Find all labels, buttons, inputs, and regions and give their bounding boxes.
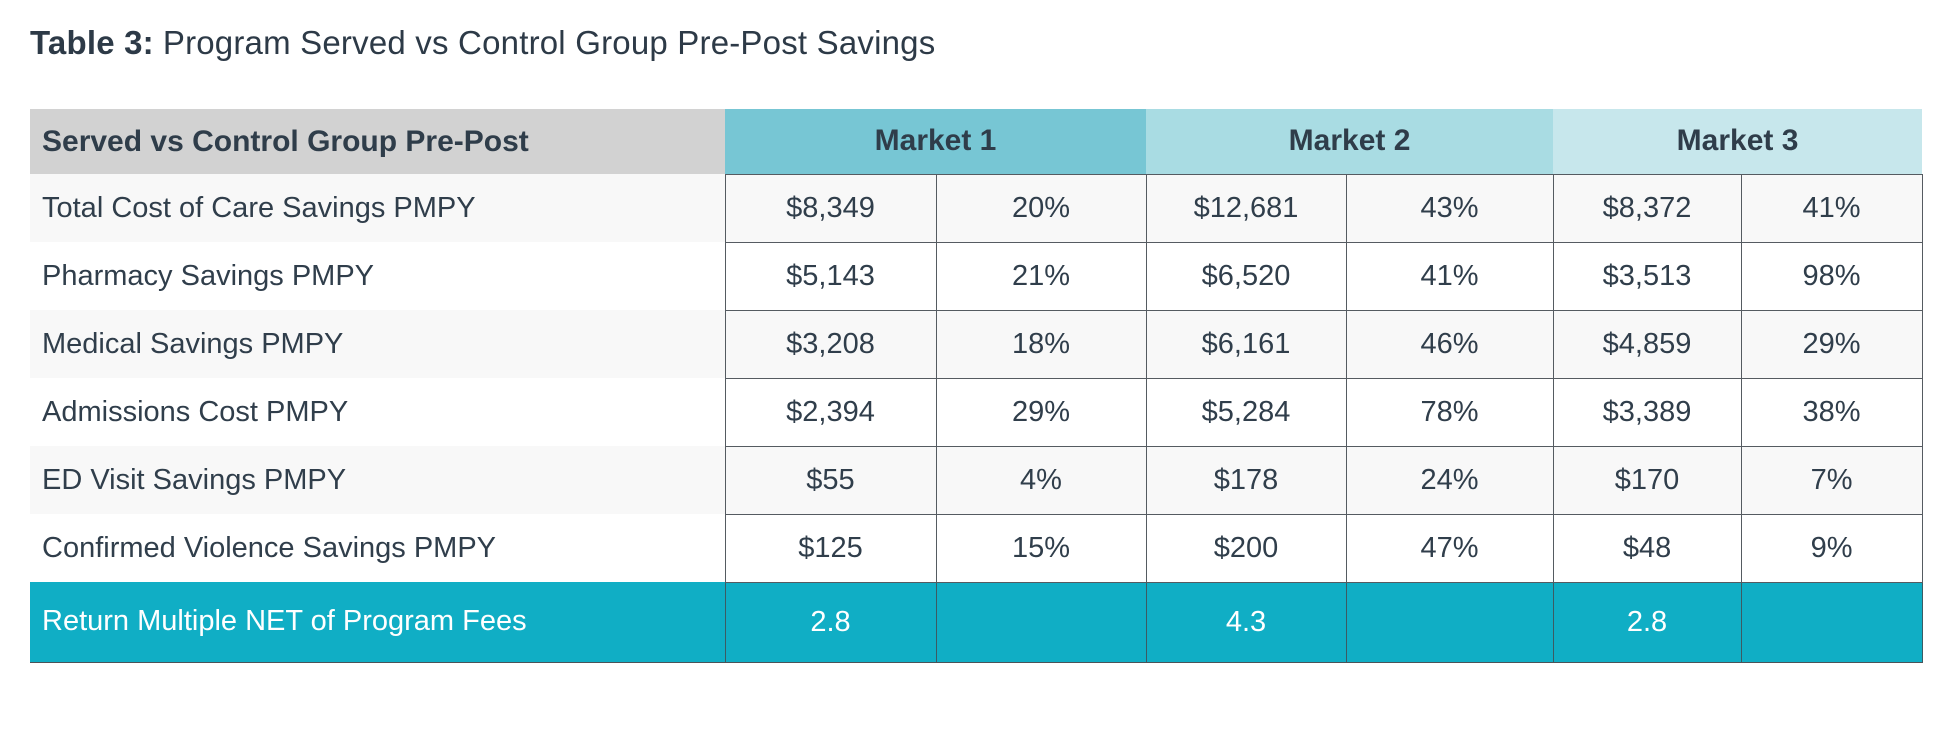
footer-value <box>1346 581 1554 663</box>
cell-value: 41% <box>1345 241 1554 311</box>
header-row: Served vs Control Group Pre-Post Market … <box>30 109 1923 174</box>
table-row: Pharmacy Savings PMPY $5,143 21% $6,520 … <box>30 241 1923 311</box>
cell-value: 98% <box>1740 241 1923 311</box>
cell-value: $8,349 <box>724 173 937 243</box>
cell-value: $125 <box>724 513 937 583</box>
cell-value: 7% <box>1740 445 1923 515</box>
table-header: Served vs Control Group Pre-Post Market … <box>30 109 1923 174</box>
cell-value: $2,394 <box>724 377 937 447</box>
cell-value: $5,143 <box>724 241 937 311</box>
cell-value: 47% <box>1345 513 1554 583</box>
table-caption-number: Table 3: <box>30 24 154 61</box>
cell-value: $3,389 <box>1552 377 1742 447</box>
footer-value <box>1741 581 1923 663</box>
table-row: ED Visit Savings PMPY $55 4% $178 24% $1… <box>30 445 1923 515</box>
footer-value <box>936 581 1147 663</box>
row-label: Medical Savings PMPY <box>42 327 344 360</box>
footer-label: Return Multiple NET of Program Fees <box>30 582 726 663</box>
cell-value: $3,513 <box>1552 241 1742 311</box>
cell-value: $178 <box>1145 445 1347 515</box>
footer-value: 4.3 <box>1146 581 1347 663</box>
cell-value: $5,284 <box>1145 377 1347 447</box>
cell-value: $200 <box>1145 513 1347 583</box>
cell-value: $6,161 <box>1145 309 1347 379</box>
cell-value: 15% <box>935 513 1147 583</box>
cell-value: 78% <box>1345 377 1554 447</box>
cell-value: 21% <box>935 241 1147 311</box>
cell-value: $170 <box>1552 445 1742 515</box>
market-2-header: Market 2 <box>1146 109 1554 174</box>
row-label: Confirmed Violence Savings PMPY <box>42 531 497 564</box>
cell-value: $6,520 <box>1145 241 1347 311</box>
cell-value: 18% <box>935 309 1147 379</box>
cell-value: $8,372 <box>1552 173 1742 243</box>
cell-value: $3,208 <box>724 309 937 379</box>
footer-value: 2.8 <box>725 581 937 663</box>
cell-value: $55 <box>724 445 937 515</box>
cell-value: 29% <box>1740 309 1923 379</box>
cell-value: 9% <box>1740 513 1923 583</box>
row-label: ED Visit Savings PMPY <box>42 463 347 496</box>
table-row: Medical Savings PMPY $3,208 18% $6,161 4… <box>30 309 1923 379</box>
table-footer-row: Return Multiple NET of Program Fees 2.8 … <box>30 581 1923 663</box>
cell-value: 4% <box>935 445 1147 515</box>
cell-value: 29% <box>935 377 1147 447</box>
cell-value: 46% <box>1345 309 1554 379</box>
cell-value: 43% <box>1345 173 1554 243</box>
row-label: Total Cost of Care Savings PMPY <box>42 191 476 224</box>
row-label: Pharmacy Savings PMPY <box>42 259 375 292</box>
table-caption-text: Program Served vs Control Group Pre-Post… <box>162 24 936 61</box>
table-row: Total Cost of Care Savings PMPY $8,349 2… <box>30 173 1923 243</box>
cell-value: $12,681 <box>1145 173 1347 243</box>
table-row: Admissions Cost PMPY $2,394 29% $5,284 7… <box>30 377 1923 447</box>
table-body: Total Cost of Care Savings PMPY $8,349 2… <box>30 173 1923 663</box>
market-3-header: Market 3 <box>1553 109 1923 174</box>
cell-value: $48 <box>1552 513 1742 583</box>
cell-value: $4,859 <box>1552 309 1742 379</box>
cell-value: 24% <box>1345 445 1554 515</box>
row-label: Admissions Cost PMPY <box>42 395 349 428</box>
table-row: Confirmed Violence Savings PMPY $125 15%… <box>30 513 1923 583</box>
cell-value: 38% <box>1740 377 1923 447</box>
savings-table: Served vs Control Group Pre-Post Market … <box>30 109 1923 663</box>
footer-value: 2.8 <box>1553 581 1742 663</box>
page: Table 3: Program Served vs Control Group … <box>30 24 1924 663</box>
cell-value: 20% <box>935 173 1147 243</box>
table-caption: Table 3: Program Served vs Control Group … <box>30 24 1924 62</box>
market-1-header: Market 1 <box>725 109 1147 174</box>
corner-header: Served vs Control Group Pre-Post <box>30 109 725 174</box>
cell-value: 41% <box>1740 173 1923 243</box>
